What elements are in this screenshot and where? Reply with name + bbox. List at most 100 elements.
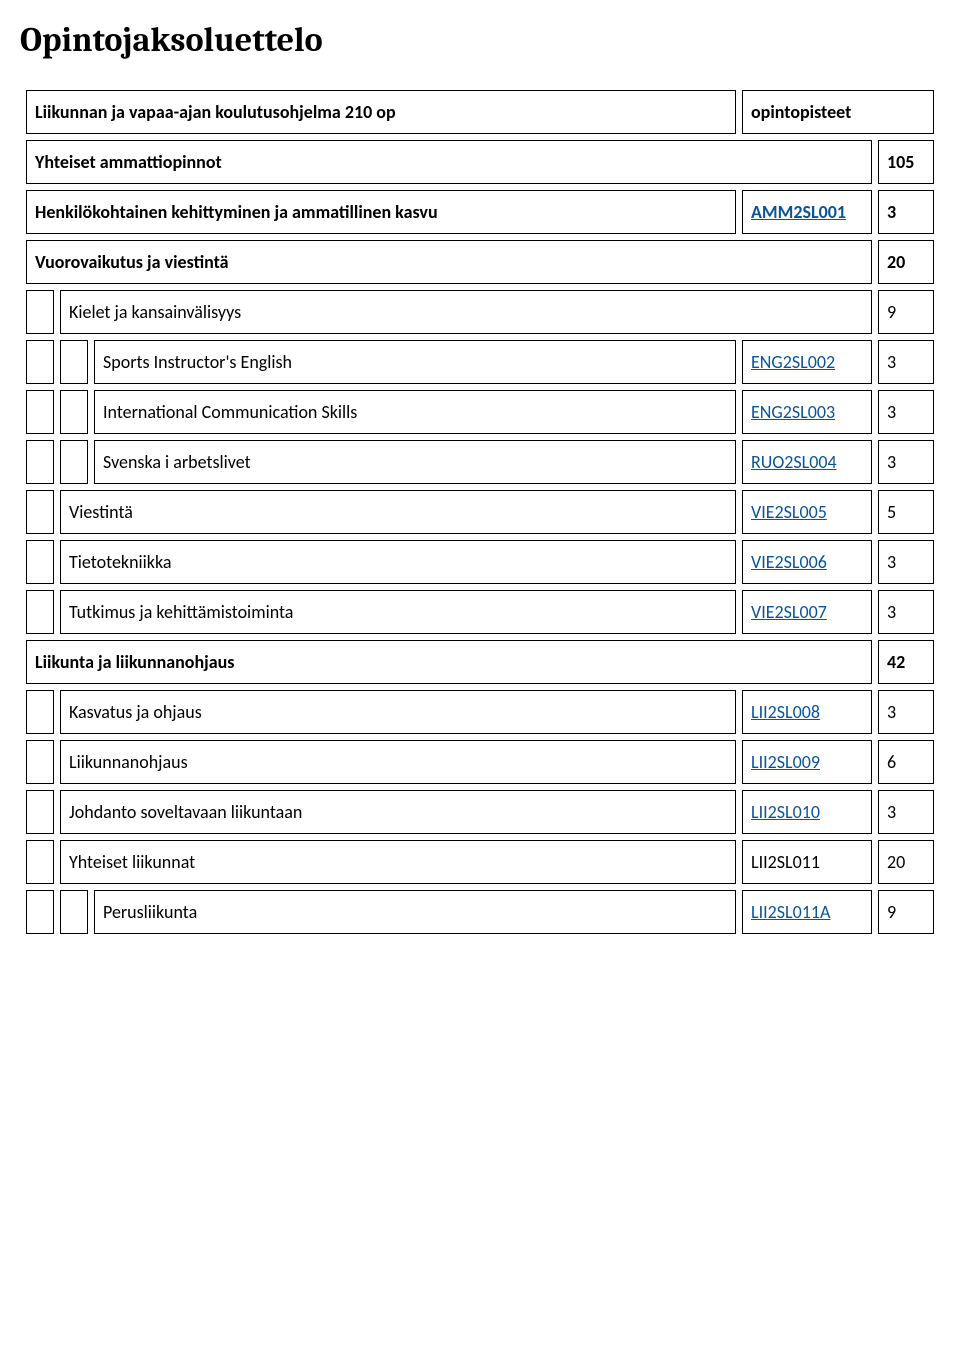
course-table-body: Liikunnan ja vapaa-ajan koulutusohjelma … [26, 90, 934, 934]
course-name-text: Yhteiset ammattiopinnot [35, 151, 222, 173]
course-name: Johdanto soveltavaan liikuntaan [60, 790, 736, 834]
course-code[interactable]: LII2SL010 [742, 790, 872, 834]
course-credits: 3 [878, 340, 934, 384]
course-name: Liikunnan ja vapaa-ajan koulutusohjelma … [26, 90, 736, 134]
course-code-text[interactable]: LII2SL008 [751, 701, 820, 723]
course-name: International Communication Skills [94, 390, 736, 434]
course-credits-text: 3 [887, 451, 896, 473]
course-code-text: LII2SL011 [751, 851, 820, 873]
course-credits: 20 [878, 840, 934, 884]
course-name-text: Yhteiset liikunnat [69, 851, 195, 873]
indent-cell [60, 440, 88, 484]
course-credits: 20 [878, 240, 934, 284]
table-row: Johdanto soveltavaan liikuntaan LII2SL010… [26, 790, 934, 834]
course-credits-text: 6 [887, 751, 896, 773]
course-name: Yhteiset liikunnat [60, 840, 736, 884]
course-name: Liikunta ja liikunnanohjaus [26, 640, 872, 684]
course-name-text: Johdanto soveltavaan liikuntaan [69, 801, 302, 823]
course-name: Perusliikunta [94, 890, 736, 934]
indent-cell [26, 890, 54, 934]
course-name-text: Kasvatus ja ohjaus [69, 701, 202, 723]
course-code-text[interactable]: ENG2SL003 [751, 401, 835, 423]
course-name: Tutkimus ja kehittämistoiminta [60, 590, 736, 634]
table-row: ViestintäVIE2SL0055 [26, 490, 934, 534]
course-code-text[interactable]: RUO2SL004 [751, 451, 837, 473]
course-name-text: Tutkimus ja kehittämistoiminta [69, 601, 293, 623]
course-code-text[interactable]: VIE2SL007 [751, 601, 827, 623]
table-row: Sports Instructor's English ENG2SL002 3 [26, 340, 934, 384]
course-code[interactable]: ENG2SL002 [742, 340, 872, 384]
course-name: Kasvatus ja ohjaus [60, 690, 736, 734]
course-name: Henkilökohtainen kehittyminen ja ammatil… [26, 190, 736, 234]
indent-cell [26, 490, 54, 534]
table-row: Kasvatus ja ohjaus LII2SL008 3 [26, 690, 934, 734]
course-name: Sports Instructor's English [94, 340, 736, 384]
course-name-text: Svenska i arbetslivet [103, 451, 251, 473]
course-name: Tietotekniikka [60, 540, 736, 584]
course-credits: 3 [878, 540, 934, 584]
table-row: Tietotekniikka VIE2SL006 3 [26, 540, 934, 584]
course-credits-text: 9 [887, 301, 896, 323]
course-name-text: Vuorovaikutus ja viestintä [35, 251, 229, 273]
course-code[interactable]: VIE2SL006 [742, 540, 872, 584]
table-row: Yhteiset liikunnat LII2SL011 20 [26, 840, 934, 884]
course-name-text: Tietotekniikka [69, 551, 171, 573]
course-code[interactable]: ENG2SL003 [742, 390, 872, 434]
table-row: International Communication Skills ENG2SL… [26, 390, 934, 434]
course-name-text: Henkilökohtainen kehittyminen ja ammatil… [35, 201, 438, 223]
course-credits-text: 3 [887, 701, 896, 723]
indent-cell [26, 790, 54, 834]
course-name-text: Viestintä [69, 501, 133, 523]
course-code[interactable]: VIE2SL005 [742, 490, 872, 534]
course-code-text[interactable]: VIE2SL006 [751, 551, 827, 573]
table-row: Liikunnan ja vapaa-ajan koulutusohjelma … [26, 90, 934, 134]
indent-cell [26, 290, 54, 334]
course-code-text[interactable]: VIE2SL005 [751, 501, 827, 523]
course-credits: 3 [878, 690, 934, 734]
course-code[interactable]: VIE2SL007 [742, 590, 872, 634]
course-credits-text: 105 [887, 151, 914, 173]
course-code[interactable]: LII2SL008 [742, 690, 872, 734]
course-credits-text: 3 [887, 201, 896, 223]
course-credits-text: 42 [887, 651, 905, 673]
course-name-text: International Communication Skills [103, 401, 357, 423]
indent-cell [26, 840, 54, 884]
indent-cell [26, 740, 54, 784]
indent-cell [60, 390, 88, 434]
course-name-text: Liikunnan ja vapaa-ajan koulutusohjelma … [35, 101, 396, 123]
course-code[interactable]: AMM2SL001 [742, 190, 872, 234]
course-name-text: Kielet ja kansainvälisyys [69, 301, 241, 323]
course-name: Vuorovaikutus ja viestintä [26, 240, 872, 284]
course-code[interactable]: LII2SL011A [742, 890, 872, 934]
course-code: LII2SL011 [742, 840, 872, 884]
course-credits: 3 [878, 390, 934, 434]
indent-cell [60, 340, 88, 384]
indent-cell [26, 340, 54, 384]
course-code-text[interactable]: LII2SL011A [751, 901, 830, 923]
course-credits-text: 3 [887, 401, 896, 423]
course-code-text[interactable]: LII2SL010 [751, 801, 820, 823]
table-row: Yhteiset ammattiopinnot 105 [26, 140, 934, 184]
course-name: Svenska i arbetslivet [94, 440, 736, 484]
course-credits-text: 3 [887, 801, 896, 823]
course-credits: 6 [878, 740, 934, 784]
course-credits: 9 [878, 890, 934, 934]
course-code[interactable]: RUO2SL004 [742, 440, 872, 484]
table-row: Liikunta ja liikunnanohjaus 42 [26, 640, 934, 684]
page-title: Opintojaksoluettelo [20, 20, 940, 60]
indent-cell [26, 390, 54, 434]
course-name-text: Liikunta ja liikunnanohjaus [35, 651, 234, 673]
course-code-text[interactable]: AMM2SL001 [751, 201, 846, 223]
course-credits-text: 3 [887, 601, 896, 623]
course-code-text[interactable]: LII2SL009 [751, 751, 820, 773]
table-row: Liikunnanohjaus LII2SL009 6 [26, 740, 934, 784]
course-credits: 3 [878, 440, 934, 484]
course-name-text: Liikunnanohjaus [69, 751, 188, 773]
table-row: Kielet ja kansainvälisyys 9 [26, 290, 934, 334]
indent-cell [60, 890, 88, 934]
course-code[interactable]: LII2SL009 [742, 740, 872, 784]
table-row: Henkilökohtainen kehittyminen ja ammatil… [26, 190, 934, 234]
table-row: Svenska i arbetslivet RUO2SL004 3 [26, 440, 934, 484]
course-code-text[interactable]: ENG2SL002 [751, 351, 835, 373]
course-name: Kielet ja kansainvälisyys [60, 290, 872, 334]
